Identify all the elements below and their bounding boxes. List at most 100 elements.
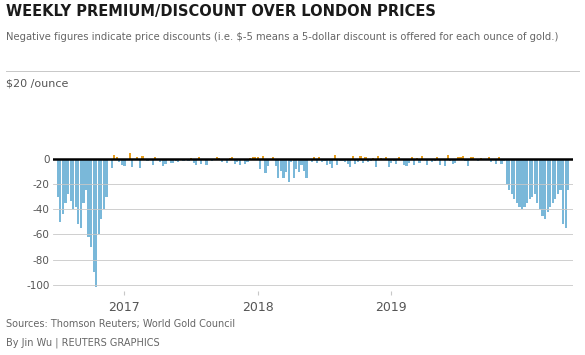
Bar (477, 159, 480, 161)
Bar (513, 159, 515, 199)
Bar (146, 159, 149, 161)
Bar (534, 159, 536, 194)
Bar (336, 159, 339, 165)
Bar (467, 159, 469, 166)
Bar (305, 159, 308, 178)
Bar (387, 159, 390, 168)
Text: Negative figures indicate price discounts (i.e. $-5 means a 5-dollar discount is: Negative figures indicate price discount… (6, 32, 558, 42)
Bar (82, 159, 84, 203)
Bar (433, 159, 436, 160)
Bar (329, 159, 331, 164)
Bar (262, 156, 264, 159)
Bar (85, 159, 87, 191)
Bar (503, 159, 505, 161)
Bar (98, 159, 100, 235)
Bar (205, 159, 208, 165)
Bar (249, 158, 251, 159)
Bar (539, 159, 541, 209)
Bar (211, 159, 213, 161)
Bar (190, 158, 192, 159)
Bar (516, 159, 518, 203)
Bar (526, 159, 528, 203)
Bar (77, 159, 80, 224)
Bar (531, 159, 534, 197)
Bar (321, 159, 323, 162)
Bar (426, 159, 428, 165)
Bar (357, 159, 359, 162)
Bar (233, 159, 236, 164)
Bar (521, 159, 523, 209)
Text: $20 /ounce: $20 /ounce (6, 78, 68, 88)
Bar (154, 157, 156, 159)
Bar (444, 159, 446, 166)
Bar (362, 159, 364, 163)
Bar (116, 157, 118, 159)
Bar (457, 157, 459, 159)
Bar (559, 159, 562, 191)
Bar (567, 159, 569, 191)
Bar (464, 159, 467, 161)
Bar (480, 158, 482, 159)
Bar (118, 159, 121, 162)
Bar (177, 159, 180, 162)
Bar (552, 159, 554, 203)
Bar (64, 159, 67, 203)
Bar (359, 156, 362, 159)
Bar (290, 159, 292, 162)
Bar (70, 159, 72, 201)
Bar (303, 159, 305, 171)
Bar (80, 159, 82, 228)
Text: Sources: Thomson Reuters; World Gold Council: Sources: Thomson Reuters; World Gold Cou… (6, 320, 235, 329)
Bar (324, 159, 326, 161)
Bar (90, 159, 92, 247)
Bar (121, 159, 123, 165)
Bar (149, 159, 151, 160)
Bar (542, 159, 543, 215)
Bar (152, 159, 154, 164)
Bar (536, 159, 538, 203)
Bar (67, 159, 69, 194)
Bar (188, 159, 190, 161)
Bar (549, 159, 551, 207)
Bar (508, 159, 510, 191)
Bar (344, 159, 346, 162)
Bar (221, 159, 223, 163)
Bar (380, 158, 382, 159)
Bar (442, 159, 443, 160)
Bar (562, 159, 564, 224)
Bar (316, 159, 318, 163)
Bar (198, 157, 200, 159)
Bar (395, 159, 397, 164)
Bar (218, 158, 221, 159)
Bar (244, 159, 246, 164)
Text: WEEKLY PREMIUM/DISCOUNT OVER LONDON PRICES: WEEKLY PREMIUM/DISCOUNT OVER LONDON PRIC… (6, 4, 436, 18)
Bar (446, 155, 449, 159)
Bar (370, 159, 372, 161)
Bar (252, 157, 254, 159)
Bar (416, 158, 418, 159)
Bar (246, 159, 249, 162)
Bar (259, 159, 261, 169)
Bar (544, 159, 546, 219)
Bar (403, 159, 405, 165)
Bar (490, 159, 493, 162)
Bar (418, 159, 421, 163)
Bar (131, 159, 133, 167)
Bar (495, 159, 497, 164)
Bar (239, 159, 241, 165)
Bar (123, 159, 126, 165)
Bar (375, 159, 377, 167)
Bar (172, 159, 174, 163)
Bar (326, 159, 328, 165)
Bar (470, 157, 472, 159)
Bar (57, 159, 59, 197)
Bar (364, 157, 367, 159)
Bar (462, 156, 464, 159)
Bar (565, 159, 567, 228)
Bar (139, 159, 141, 168)
Bar (524, 159, 526, 207)
Bar (170, 159, 172, 163)
Bar (411, 157, 413, 159)
Bar (285, 159, 287, 172)
Bar (254, 157, 256, 159)
